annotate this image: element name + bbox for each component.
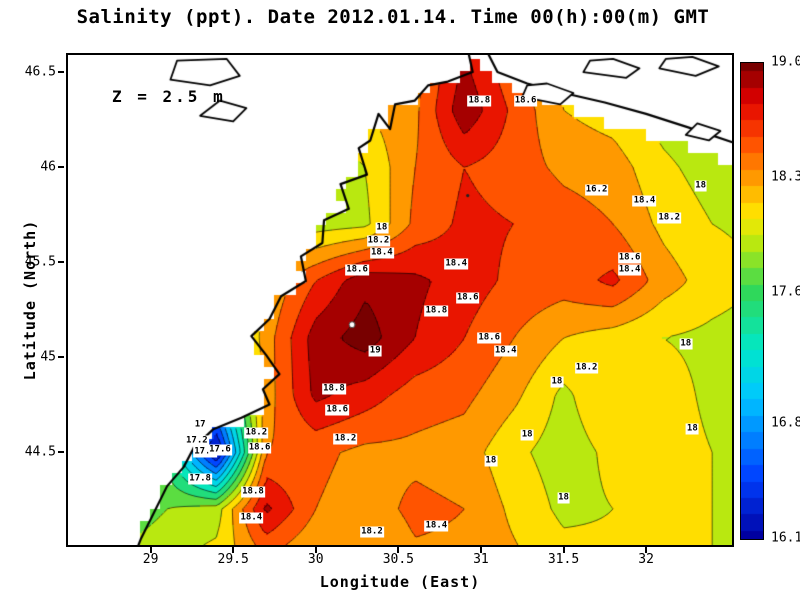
y-tick-label: 45	[40, 349, 56, 365]
contour-label: 18	[520, 429, 534, 441]
y-tick-mark	[58, 71, 64, 74]
contour-label: 18.8	[424, 305, 449, 317]
colorbar-tick-label: 16.1	[771, 530, 800, 546]
contour-label: 18.6	[617, 252, 642, 264]
contour-label: 17.2	[184, 435, 209, 447]
contour-label: 18	[375, 222, 389, 234]
x-tick-mark	[479, 547, 482, 553]
contour-label: 18.8	[467, 95, 492, 107]
contour-label: 18.4	[632, 195, 657, 207]
contour-label: 18.8	[322, 383, 346, 395]
contour-label: 18.4	[424, 520, 449, 532]
y-tick-mark	[58, 166, 64, 169]
contour-label: 18	[484, 455, 498, 467]
y-tick-mark	[58, 261, 64, 263]
contour-label: 18.6	[455, 292, 480, 304]
contour-label: 18	[694, 180, 708, 192]
depth-annotation: Z = 2.5 m	[112, 87, 226, 106]
contour-label: 18.6	[477, 332, 502, 344]
contour-label: 17.4	[193, 446, 217, 458]
x-tick-label: 29.5	[217, 552, 249, 567]
contour-label: 18.2	[657, 212, 682, 224]
contour-label: 18.6	[345, 264, 369, 276]
y-tick-mark	[58, 355, 64, 358]
contour-label: 18.4	[239, 512, 264, 524]
contour-label: 18.8	[241, 486, 265, 498]
contour-label: 17.6	[208, 444, 232, 456]
colorbar-tick-label: 16.8	[771, 415, 800, 431]
contour-label: 18.6	[325, 404, 350, 416]
x-tick-label: 29	[142, 552, 159, 567]
x-tick-mark	[562, 547, 565, 553]
y-tick-label: 46	[40, 159, 56, 175]
contour-label: 18.4	[493, 345, 518, 357]
contour-label: 18.6	[247, 442, 272, 454]
y-tick-label: 46.5	[24, 64, 56, 80]
contour-label: 18.2	[244, 427, 269, 439]
contour-label: 18	[550, 376, 564, 388]
contour-label: 18.2	[333, 433, 358, 445]
salinity-map-canvas	[68, 55, 732, 545]
x-tick-mark	[149, 547, 152, 553]
contour-label: 18.2	[366, 235, 391, 247]
colorbar	[740, 62, 764, 540]
plot-frame: Z = 2.5 m 18.8 18.6 16.2 18.4 18.2 18 18 18.2 18…	[66, 53, 734, 547]
y-tick-label: 44.5	[24, 444, 56, 460]
y-tick-mark	[58, 450, 64, 453]
x-tick-label: 31.5	[547, 552, 580, 567]
figure-title: Salinity (ppt). Date 2012.01.14. Time 00…	[76, 6, 710, 28]
contour-label: 18.2	[360, 526, 384, 538]
y-axis-label: Latitude (North)	[21, 219, 39, 381]
x-tick-mark	[397, 547, 400, 553]
colorbar-tick-label: 18.3	[771, 169, 800, 185]
contour-label: 16.2	[584, 184, 609, 196]
contour-label: 18	[557, 492, 570, 504]
x-tick-label: 30	[307, 552, 324, 567]
x-tick-mark	[645, 547, 648, 553]
contour-label: 18.4	[444, 258, 468, 270]
x-tick-label: 32	[638, 552, 654, 567]
contour-label: 18.2	[574, 362, 599, 374]
x-axis-label: Longitude (East)	[319, 573, 481, 591]
contour-label: 18.4	[369, 247, 394, 259]
x-tick-mark	[314, 547, 317, 553]
x-tick-label: 30.5	[382, 552, 414, 567]
contour-label: 17.8	[188, 473, 212, 485]
contour-label: 18.4	[617, 264, 642, 276]
colorbar-tick-label: 19.0	[771, 54, 800, 70]
x-tick-mark	[232, 547, 235, 553]
contour-label: 19	[368, 345, 382, 357]
contour-label: 18	[685, 423, 699, 435]
colorbar-tick-label: 17.6	[771, 284, 800, 300]
y-tick-label: 45.5	[24, 254, 56, 270]
contour-label: 18.6	[513, 95, 538, 107]
colorbar-gradient	[741, 63, 763, 539]
contour-label: 18	[679, 338, 693, 350]
x-tick-label: 31	[473, 552, 489, 567]
contour-label: 17	[193, 419, 207, 431]
